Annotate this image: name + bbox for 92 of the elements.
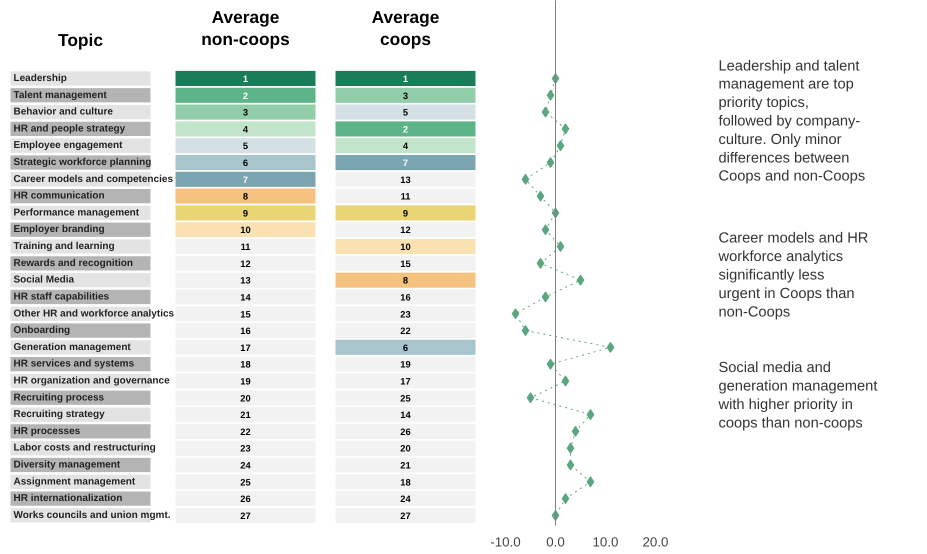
data-label: 1 bbox=[402, 74, 408, 84]
x-tick-label: 0.0 bbox=[546, 534, 565, 550]
y-tick-label: Talent management bbox=[14, 90, 108, 101]
data-label: 1 bbox=[242, 74, 248, 84]
data-label: 7 bbox=[242, 174, 248, 185]
data-label: 22 bbox=[400, 326, 411, 336]
y-tick-label: Recruiting strategy bbox=[14, 409, 106, 420]
data-label: 27 bbox=[240, 510, 251, 521]
data-label: 20 bbox=[240, 393, 251, 404]
data-label: 12 bbox=[240, 258, 251, 269]
data-label: 11 bbox=[400, 192, 410, 202]
data-label: 18 bbox=[400, 477, 411, 488]
y-tick-label: Diversity management bbox=[14, 460, 121, 470]
y-tick-label: Labor costs and restructuring bbox=[14, 442, 156, 454]
data-label: 26 bbox=[400, 426, 411, 437]
y-tick-label: Onboarding bbox=[14, 325, 70, 336]
y-tick-label: Career models and competencies bbox=[14, 174, 174, 185]
data-label: 25 bbox=[240, 477, 251, 488]
data-label: 7 bbox=[402, 158, 408, 168]
y-tick-label: Social Media bbox=[14, 274, 75, 286]
data-label: 24 bbox=[400, 494, 412, 504]
data-label: 18 bbox=[240, 360, 251, 370]
y-tick-label: Recruiting process bbox=[14, 392, 105, 404]
data-label: 5 bbox=[242, 141, 248, 152]
data-label: 9 bbox=[242, 208, 248, 218]
y-tick-label: Leadership bbox=[14, 72, 67, 84]
data-label: 21 bbox=[240, 410, 251, 420]
y-tick-label: HR processes bbox=[14, 426, 81, 437]
y-tick-label: HR internationalization bbox=[14, 493, 122, 504]
y-tick-label: Rewards and recognition bbox=[14, 258, 133, 269]
y-tick-label: HR organization and governance bbox=[14, 375, 170, 386]
data-label: 4 bbox=[242, 124, 249, 134]
data-label: 17 bbox=[240, 342, 251, 353]
data-label: 21 bbox=[400, 460, 411, 470]
data-label: 13 bbox=[400, 174, 411, 185]
data-label: 19 bbox=[400, 360, 411, 370]
data-label: 27 bbox=[400, 510, 411, 521]
text: Career models and HR workforce analytics significantly less urgent in Coops than non-Coops bbox=[718, 230, 868, 320]
y-tick-label: Employee engagement bbox=[14, 140, 124, 152]
data-label: 4 bbox=[402, 141, 409, 152]
x-tick-label: 10.0 bbox=[592, 534, 618, 550]
data-label: 8 bbox=[242, 192, 248, 202]
x-tick-label: Average coops bbox=[372, 7, 440, 50]
data-label: 10 bbox=[400, 242, 411, 252]
y-tick-label: HR services and systems bbox=[14, 358, 135, 370]
data-label: 16 bbox=[400, 292, 411, 302]
y-tick-label: Employer branding bbox=[14, 224, 105, 236]
y-tick-label: Performance management bbox=[14, 207, 140, 218]
x-tick-label: -10.0 bbox=[490, 534, 521, 550]
y-axis-title: Topic bbox=[58, 30, 104, 50]
y-tick-label: Strategic workforce planning bbox=[14, 157, 152, 168]
point bbox=[566, 460, 574, 470]
data-label: 17 bbox=[400, 376, 411, 386]
data-label: 15 bbox=[400, 258, 411, 269]
text: Social media and generation management with higher priority in coops than non-coops bbox=[718, 360, 878, 432]
y-tick-label: Other HR and workforce analytics bbox=[14, 308, 175, 320]
data-label: 16 bbox=[240, 326, 251, 336]
data-label: 3 bbox=[242, 108, 248, 118]
data-label: 8 bbox=[402, 276, 408, 286]
text: Leadership and talent management are top priority topics, followed by company-culture. Only minor differences between Coops and non-Coops bbox=[718, 58, 866, 185]
data-label: 5 bbox=[402, 108, 408, 118]
data-label: 6 bbox=[242, 158, 248, 168]
y-tick-label: Training and learning bbox=[14, 241, 115, 252]
y-tick-label: Behavior and culture bbox=[14, 106, 114, 118]
data-label: 24 bbox=[240, 460, 252, 470]
y-tick-label: HR staff capabilities bbox=[14, 291, 110, 302]
x-tick-label: 20.0 bbox=[642, 534, 668, 550]
y-tick-label: HR and people strategy bbox=[14, 123, 126, 134]
data-label: 25 bbox=[400, 393, 411, 404]
data-label: 2 bbox=[402, 124, 408, 134]
data-label: 3 bbox=[402, 90, 408, 101]
y-tick-label: HR communication bbox=[14, 190, 105, 202]
data-label: 6 bbox=[402, 342, 408, 353]
data-label: 23 bbox=[240, 444, 251, 454]
data-label: 23 bbox=[400, 309, 411, 320]
y-tick-label: Generation management bbox=[14, 342, 132, 353]
x-tick-label: Average non-coops bbox=[201, 7, 290, 50]
data-label: 9 bbox=[402, 208, 408, 218]
data-label: 26 bbox=[240, 494, 251, 504]
data-label: 12 bbox=[400, 225, 411, 236]
data-label: 2 bbox=[242, 90, 248, 101]
y-tick-label: Assignment management bbox=[14, 476, 136, 488]
data-label: 10 bbox=[240, 225, 251, 236]
data-label: 19 bbox=[240, 376, 251, 386]
data-label: 11 bbox=[240, 242, 250, 252]
data-label: 20 bbox=[400, 444, 411, 454]
data-label: 13 bbox=[240, 276, 251, 286]
y-tick-label: Works councils and union mgmt. bbox=[14, 510, 171, 521]
data-label: 14 bbox=[400, 410, 412, 420]
data-label: 22 bbox=[240, 426, 251, 437]
data-label: 15 bbox=[240, 309, 251, 320]
data-label: 14 bbox=[240, 292, 252, 302]
